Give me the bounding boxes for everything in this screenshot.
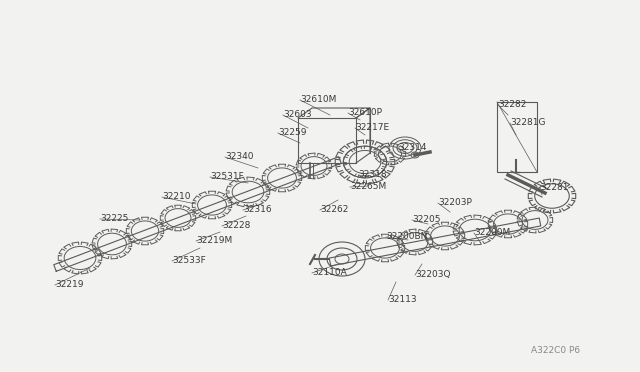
Text: 32219: 32219 bbox=[55, 280, 83, 289]
Text: 32340: 32340 bbox=[225, 152, 253, 161]
Text: 32610M: 32610M bbox=[300, 95, 337, 104]
Text: 32531F: 32531F bbox=[210, 172, 244, 181]
Text: 32314: 32314 bbox=[398, 143, 426, 152]
Text: 32262: 32262 bbox=[320, 205, 348, 214]
Text: 32281G: 32281G bbox=[510, 118, 545, 127]
Text: 32316: 32316 bbox=[243, 205, 271, 214]
Text: 32113: 32113 bbox=[388, 295, 417, 304]
Text: 32281: 32281 bbox=[540, 183, 568, 192]
Text: 32219M: 32219M bbox=[196, 236, 232, 245]
Text: 32228: 32228 bbox=[222, 221, 250, 230]
Text: 32210: 32210 bbox=[162, 192, 191, 201]
Text: 32533F: 32533F bbox=[172, 256, 205, 265]
Text: 32200BN: 32200BN bbox=[386, 232, 428, 241]
Text: 32603: 32603 bbox=[283, 110, 312, 119]
Text: 32217E: 32217E bbox=[355, 123, 389, 132]
Text: 32265M: 32265M bbox=[350, 182, 387, 191]
Text: 32205: 32205 bbox=[412, 215, 440, 224]
Text: 32225: 32225 bbox=[100, 214, 129, 223]
Text: 32610P: 32610P bbox=[348, 108, 382, 117]
Text: 32203Q: 32203Q bbox=[415, 270, 451, 279]
Text: 32282: 32282 bbox=[498, 100, 526, 109]
Text: 32203P: 32203P bbox=[438, 198, 472, 207]
Text: 32259: 32259 bbox=[278, 128, 307, 137]
Text: A322C0 P6: A322C0 P6 bbox=[531, 346, 580, 355]
Text: 32110A: 32110A bbox=[312, 268, 347, 277]
Text: 32318: 32318 bbox=[358, 170, 387, 179]
Text: 32200M: 32200M bbox=[474, 228, 510, 237]
